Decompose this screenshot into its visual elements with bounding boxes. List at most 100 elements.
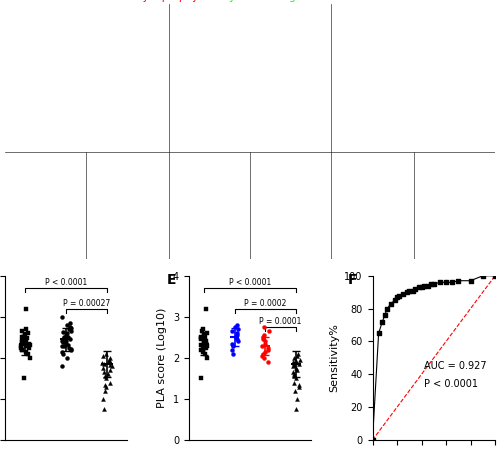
Point [106,354,114,361]
Bar [201,81,318,195]
Text: nuclei: nuclei [332,0,362,2]
Point [106,362,114,369]
Point [228,340,236,347]
Point [102,375,110,382]
Point [428,281,436,288]
Point [104,371,112,378]
Point [399,290,407,297]
Point [200,338,208,345]
Point [418,284,426,291]
Point [22,335,30,342]
Text: (B’): (B’) [172,157,189,166]
Point [296,381,304,388]
Text: P = 0.00027: P = 0.00027 [63,299,110,308]
Point [201,343,209,350]
Point [203,330,211,337]
Point [198,346,206,353]
Point [197,375,205,382]
Point [258,334,266,341]
Y-axis label: Sensitivity%: Sensitivity% [329,323,339,392]
Point [102,383,110,390]
Point [59,350,67,357]
Point [291,387,299,394]
Point [58,342,66,349]
Bar [40,76,157,162]
Point [383,305,391,312]
Point [295,361,303,368]
Point [290,358,298,365]
Point [196,336,204,343]
Text: (C): (C) [338,22,354,32]
Point [292,365,300,372]
Point [98,396,106,403]
Point [288,369,296,376]
Text: AUC = 0.927: AUC = 0.927 [424,361,486,371]
Point [260,354,268,361]
Point [260,338,268,345]
Point [196,334,204,341]
Point [62,332,70,339]
Point [199,344,207,351]
Point [22,348,30,355]
Point [62,338,70,345]
Point [290,373,298,380]
Point [20,336,28,343]
Point [442,279,450,286]
Text: (B″): (B″) [255,157,273,166]
Point [368,436,376,444]
Point [18,334,26,341]
Point [393,294,401,301]
Point [60,343,68,350]
Point [66,324,74,331]
Point [448,279,456,286]
Point [233,321,241,329]
Point [22,305,30,312]
Point [264,344,272,351]
Point [20,338,28,345]
Point [105,357,113,365]
Point [197,346,205,353]
Point [201,350,209,357]
Text: α-Synuclein oligomers: α-Synuclein oligomers [212,0,328,2]
Point [430,281,438,288]
Point [415,284,423,291]
Point [64,334,72,341]
Point [198,328,206,335]
Point [18,346,26,353]
Text: (C″): (C″) [416,157,434,166]
Point [16,342,24,349]
Point [258,342,266,349]
Text: iPD: iPD [79,22,98,32]
Point [66,325,74,332]
Point [18,328,26,335]
Point [201,334,209,341]
Point [102,387,110,394]
Point [17,344,25,351]
Point [102,350,110,357]
Point [233,330,241,337]
Point [264,328,272,335]
Text: (A″): (A″) [93,157,111,166]
Point [26,354,34,361]
Text: E: E [166,273,176,286]
Point [466,277,474,284]
Point [288,362,296,370]
Point [100,361,108,368]
Point [258,352,266,360]
Point [64,354,72,361]
Point [58,348,66,355]
Point [229,342,237,349]
Point [63,321,71,329]
Point [292,367,300,374]
Text: (B): (B) [182,22,198,32]
Point [260,350,268,357]
Point [374,330,382,337]
Point [292,357,300,365]
Point [99,352,107,360]
Point [387,300,395,307]
Point [98,359,106,366]
Point [264,358,272,365]
Point [202,344,210,351]
Point [99,365,107,372]
Text: GBA1-PD: GBA1-PD [236,22,284,32]
